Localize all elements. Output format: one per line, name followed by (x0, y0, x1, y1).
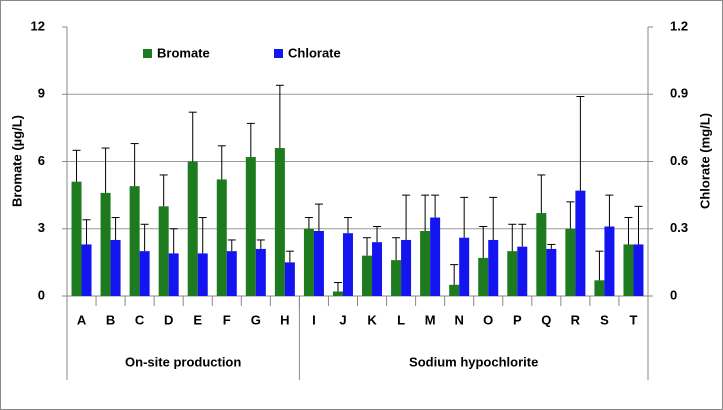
bar (71, 181, 82, 296)
x-tick-label: O (483, 312, 493, 327)
x-tick-label: I (312, 312, 316, 327)
bar (401, 239, 412, 296)
legend-label: Chlorate (288, 45, 341, 60)
x-tick-label: M (425, 312, 436, 327)
x-tick-label: S (600, 312, 609, 327)
x-tick-label: F (223, 312, 231, 327)
bar (430, 217, 441, 296)
bar (478, 257, 489, 296)
bar (391, 260, 402, 296)
bar (623, 244, 634, 296)
y2-tick-label: 0.6 (670, 153, 688, 168)
y2-tick-label: 0 (670, 287, 677, 302)
x-tick-label: H (280, 312, 289, 327)
bar (187, 161, 198, 296)
bar (139, 251, 150, 296)
bar (81, 244, 92, 296)
legend-swatch (274, 49, 283, 58)
bar (362, 255, 373, 296)
bar (449, 284, 460, 296)
bar (546, 248, 557, 296)
bar (110, 239, 121, 296)
bar (633, 244, 644, 296)
bar (507, 251, 518, 296)
x-tick-label: C (135, 312, 145, 327)
bar (575, 190, 586, 296)
bar (332, 291, 343, 296)
bar (604, 226, 615, 296)
x-tick-label: R (571, 312, 581, 327)
y2-axis-title: Chlorate (mg/L) (697, 113, 712, 209)
bar (100, 192, 111, 296)
bar (216, 179, 227, 296)
bar (517, 246, 528, 296)
x-tick-label: B (106, 312, 115, 327)
bar (158, 206, 169, 296)
x-tick-label: L (397, 312, 405, 327)
y-tick-label: 3 (38, 220, 45, 235)
bar (129, 186, 140, 296)
y-tick-label: 12 (31, 18, 45, 33)
x-tick-label: P (513, 312, 522, 327)
bar (197, 253, 208, 296)
bar (284, 262, 295, 296)
bar (536, 213, 547, 296)
y-tick-label: 9 (38, 86, 45, 101)
y2-tick-label: 0.3 (670, 220, 688, 235)
x-tick-label: N (454, 312, 463, 327)
bar (342, 233, 353, 296)
bar (168, 253, 179, 296)
bar (459, 237, 470, 296)
y-tick-label: 6 (38, 153, 45, 168)
x-tick-label: K (367, 312, 377, 327)
x-tick-label: G (251, 312, 261, 327)
bar (274, 148, 285, 296)
y2-tick-label: 1.2 (670, 18, 688, 33)
group-label: On-site production (125, 354, 241, 369)
bar (255, 248, 266, 296)
x-tick-label: T (629, 312, 637, 327)
y-axis-title: Bromate (µg/L) (9, 115, 24, 207)
bar (594, 280, 605, 296)
bar (313, 230, 324, 296)
bar (226, 251, 237, 296)
y2-tick-label: 0.9 (670, 86, 688, 101)
bar (565, 228, 576, 296)
legend-label: Bromate (157, 45, 210, 60)
x-tick-label: A (77, 312, 87, 327)
x-tick-label: D (164, 312, 173, 327)
bar (420, 230, 431, 296)
legend-swatch (143, 49, 152, 58)
bar (303, 228, 314, 296)
x-tick-label: J (339, 312, 346, 327)
x-tick-label: Q (541, 312, 551, 327)
bar (488, 239, 499, 296)
bar (372, 242, 383, 296)
bar (245, 157, 256, 296)
y-tick-label: 0 (38, 287, 45, 302)
x-tick-label: E (193, 312, 202, 327)
group-label: Sodium hypochlorite (409, 354, 538, 369)
